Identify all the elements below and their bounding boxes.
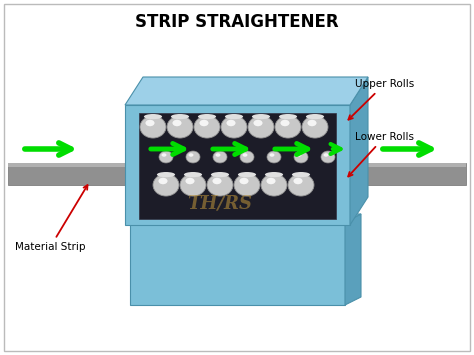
Ellipse shape [243, 153, 247, 157]
Ellipse shape [324, 153, 328, 157]
Ellipse shape [270, 153, 274, 157]
Ellipse shape [167, 116, 193, 138]
Ellipse shape [211, 172, 229, 177]
Ellipse shape [279, 114, 297, 119]
Bar [8, 163, 466, 185]
Ellipse shape [171, 114, 189, 119]
Ellipse shape [239, 178, 248, 184]
Ellipse shape [306, 114, 324, 119]
Ellipse shape [281, 120, 290, 126]
Ellipse shape [265, 172, 283, 177]
Ellipse shape [267, 151, 281, 163]
Ellipse shape [254, 120, 263, 126]
Ellipse shape [234, 174, 260, 196]
Text: STRIP STRAIGHTENER: STRIP STRAIGHTENER [135, 13, 339, 31]
Polygon shape [345, 214, 361, 305]
Ellipse shape [221, 116, 247, 138]
Ellipse shape [213, 151, 227, 163]
Ellipse shape [266, 178, 275, 184]
Bar [130, 222, 345, 305]
Ellipse shape [288, 174, 314, 196]
Ellipse shape [186, 151, 200, 163]
Ellipse shape [293, 178, 302, 184]
Ellipse shape [200, 120, 209, 126]
Ellipse shape [308, 120, 317, 126]
Ellipse shape [240, 151, 254, 163]
Ellipse shape [297, 153, 301, 157]
Ellipse shape [238, 172, 256, 177]
Ellipse shape [189, 153, 193, 157]
Ellipse shape [198, 114, 216, 119]
Bar [139, 113, 336, 219]
Ellipse shape [294, 151, 308, 163]
Ellipse shape [140, 116, 166, 138]
Ellipse shape [144, 114, 162, 119]
Ellipse shape [261, 174, 287, 196]
Ellipse shape [212, 178, 221, 184]
Ellipse shape [184, 172, 202, 177]
Polygon shape [350, 77, 368, 225]
Ellipse shape [252, 114, 270, 119]
Ellipse shape [173, 120, 182, 126]
Ellipse shape [185, 178, 194, 184]
Bar [125, 105, 350, 225]
Ellipse shape [146, 120, 155, 126]
Ellipse shape [227, 120, 236, 126]
Ellipse shape [153, 174, 179, 196]
Ellipse shape [321, 151, 335, 163]
Ellipse shape [194, 116, 220, 138]
Ellipse shape [158, 178, 167, 184]
Text: Material Strip: Material Strip [15, 185, 88, 252]
Ellipse shape [180, 174, 206, 196]
Text: Lower Rolls: Lower Rolls [348, 132, 414, 176]
Ellipse shape [207, 174, 233, 196]
Polygon shape [125, 77, 368, 105]
Text: TH∕RS: TH∕RS [188, 194, 253, 212]
Ellipse shape [162, 153, 166, 157]
Ellipse shape [225, 114, 243, 119]
Polygon shape [130, 214, 361, 222]
Bar [8, 163, 466, 167]
Ellipse shape [248, 116, 274, 138]
Ellipse shape [157, 172, 175, 177]
Ellipse shape [302, 116, 328, 138]
Ellipse shape [159, 151, 173, 163]
Ellipse shape [216, 153, 220, 157]
Ellipse shape [275, 116, 301, 138]
Text: Upper Rolls: Upper Rolls [348, 79, 414, 120]
Ellipse shape [292, 172, 310, 177]
